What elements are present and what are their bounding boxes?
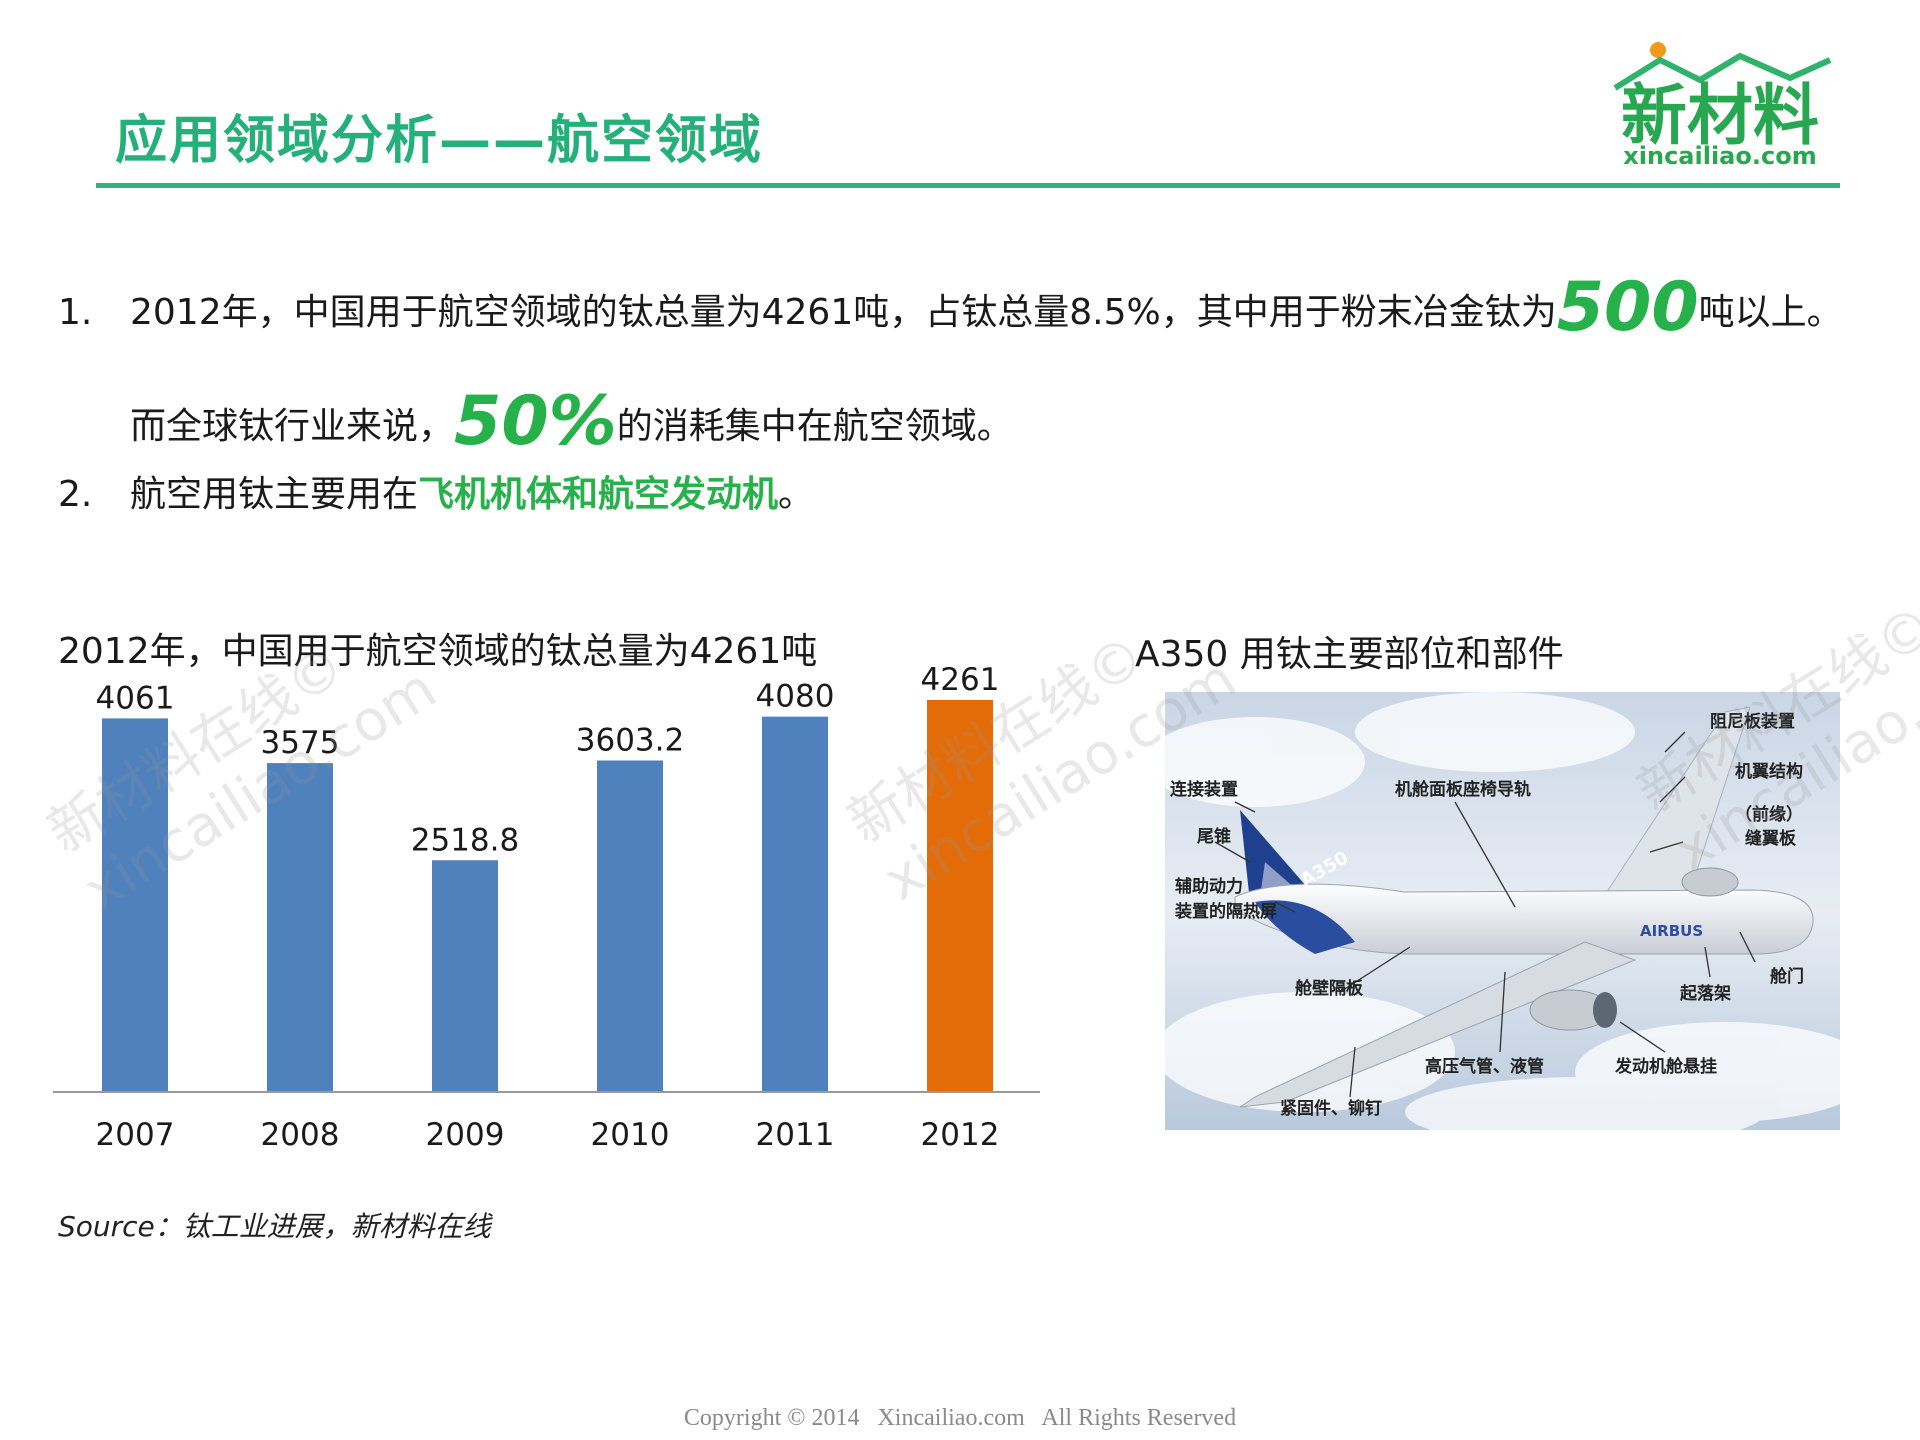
- point-1-text: 2012年，中国用于航空领域的钛总量为4261吨，占钛总量8.5%，其中用于粉末…: [130, 292, 1557, 333]
- point-1b-suffix: 的消耗集中在航空领域。: [616, 406, 1013, 447]
- logo-roof-icon: [1613, 52, 1832, 91]
- point-1: 1. 2012年，中国用于航空领域的钛总量为4261吨，占钛总量8.5%，其中用于…: [58, 268, 1843, 347]
- value-label-2011: 4080: [756, 679, 835, 715]
- category-label-2008: 2008: [261, 1117, 340, 1153]
- point-1-number: 1.: [58, 292, 93, 333]
- value-label-2012: 4261: [921, 662, 1000, 698]
- bar-2007: [102, 718, 168, 1092]
- lower-wing: [1239, 941, 1637, 1108]
- point-1-suffix: 吨以上。: [1698, 292, 1843, 333]
- category-label-2011: 2011: [756, 1117, 835, 1153]
- point-1-emphasis: 500: [1556, 268, 1699, 347]
- category-label-2012: 2012: [921, 1117, 1000, 1153]
- category-label-2007: 2007: [96, 1117, 175, 1153]
- value-label-2008: 3575: [261, 725, 340, 761]
- bar-2008: [267, 763, 333, 1092]
- label-apu-2: 装置的隔热屏: [1174, 901, 1277, 922]
- point-2-number: 2.: [58, 474, 93, 515]
- point-2-text: 航空用钛主要用在: [130, 474, 419, 515]
- point-1-continuation: 而全球钛行业来说，50%的消耗集中在航空领域。: [130, 382, 1013, 461]
- label-door: 舱门: [1770, 966, 1804, 987]
- label-slat-1: （前缘）: [1735, 804, 1803, 825]
- label-tail-cone: 尾锥: [1197, 826, 1231, 847]
- bar-2009: [432, 860, 498, 1092]
- category-label-2009: 2009: [426, 1117, 505, 1153]
- engine-far: [1681, 867, 1739, 897]
- point-1b-text: 而全球钛行业来说，: [130, 406, 455, 447]
- label-connector: 连接装置: [1170, 779, 1238, 800]
- label-seat-rail: 机舱面板座椅导轨: [1395, 779, 1531, 800]
- value-label-2010: 3603.2: [576, 723, 684, 759]
- bar-2010: [597, 760, 663, 1092]
- source-note: Source：钛工业进展，新材料在线: [58, 1210, 491, 1243]
- label-damper: 阻尼板装置: [1710, 711, 1795, 732]
- leader-lines: [1214, 731, 1756, 1098]
- logo-sun-icon: [1650, 42, 1666, 58]
- bar-2012: [927, 699, 993, 1092]
- label-wing-structure: 机翼结构: [1735, 761, 1803, 782]
- label-fasteners: 紧固件、铆钉: [1280, 1098, 1382, 1119]
- chart-title: 2012年，中国用于航空领域的钛总量为4261吨: [58, 631, 818, 672]
- clouds: [1165, 692, 1840, 1130]
- page-title: 应用领域分析——航空领域: [115, 111, 764, 171]
- label-slat-2: 缝翼板: [1745, 828, 1797, 849]
- copyright-footer: Copyright © 2014 Xincailiao.com All Righ…: [683, 1405, 1237, 1431]
- a350-diagram: A350 AIRBUS 阻尼板装置 机翼结构 （前缘） 缝翼板 连接装置 机舱面…: [1165, 692, 1840, 1130]
- point-2: 2. 航空用钛主要用在飞机机体和航空发动机。: [58, 465, 814, 517]
- logo-domain: xincailiao.com: [1623, 142, 1816, 170]
- part-labels: 阻尼板装置 机翼结构 （前缘） 缝翼板 连接装置 机舱面板座椅导轨 尾锥 辅助动…: [1170, 711, 1804, 1119]
- logo-text: 新材料: [1621, 77, 1819, 154]
- point-2-highlight: 飞机机体和航空发动机: [418, 474, 779, 515]
- point-1b-emphasis: 50%: [454, 382, 617, 461]
- label-bulkhead: 舱壁隔板: [1295, 978, 1364, 999]
- value-label-2009: 2518.8: [411, 822, 519, 858]
- tail-livery: [1255, 900, 1355, 954]
- label-pylon: 发动机舱悬挂: [1614, 1056, 1717, 1077]
- point-2-suffix: 。: [778, 474, 815, 515]
- image-title: A350 用钛主要部位和部件: [1135, 634, 1564, 675]
- title-divider: [96, 183, 1840, 188]
- label-landing-gear: 起落架: [1679, 983, 1731, 1004]
- label-apu-1: 辅助动力: [1175, 876, 1243, 897]
- airbus-mark-text: AIRBUS: [1640, 922, 1703, 940]
- category-label-2010: 2010: [591, 1117, 670, 1153]
- bar-2011: [762, 716, 828, 1092]
- xincailiao-logo: 新材料 xincailiao.com: [1613, 42, 1832, 170]
- tail-fin: [1240, 810, 1320, 902]
- bar-chart: 4061 2007 3575 2008 2518.8 2009 3603.2 2010 4080…: [53, 662, 1040, 1153]
- label-pipes: 高压气管、液管: [1425, 1056, 1544, 1077]
- value-label-2007: 4061: [96, 680, 175, 716]
